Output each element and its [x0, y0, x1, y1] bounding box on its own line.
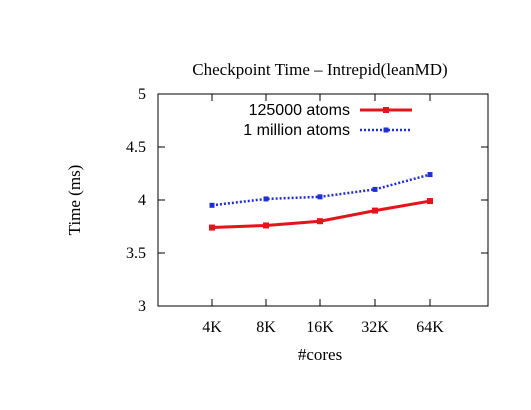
legend: 125000 atoms 1 million atoms [243, 102, 412, 139]
x-tick-label: 4K [202, 319, 222, 336]
legend-marker-1-million-atoms [383, 127, 389, 133]
series-line-1-million-atoms [211, 173, 431, 207]
legend-label-1-million-atoms: 1 million atoms [243, 122, 350, 139]
data-point-1-million-atoms [427, 172, 433, 178]
data-point-1-million-atoms [317, 194, 323, 200]
y-tick-label: 4.5 [126, 139, 146, 156]
legend-label-125000-atoms: 125000 atoms [249, 102, 350, 119]
y-tick-label: 3 [138, 298, 146, 315]
chart-title: Checkpoint Time – Intrepid(leanMD) [192, 60, 447, 79]
x-tick-label: 32K [361, 319, 389, 336]
y-axis: 3 3.5 4 4.5 5 [126, 86, 488, 315]
data-point-1-million-atoms [209, 202, 215, 208]
x-tick-label: 8K [256, 319, 276, 336]
y-tick-label: 5 [138, 86, 146, 103]
y-axis-label: Time (ms) [65, 165, 84, 236]
data-point-125000-atoms [263, 222, 269, 229]
legend-marker-125000-atoms [383, 107, 389, 113]
data-point-125000-atoms [427, 198, 433, 205]
x-axis: 4K 8K 16K 32K 64K [202, 94, 444, 336]
data-point-125000-atoms [317, 218, 323, 225]
y-tick-label: 4 [138, 192, 146, 209]
x-tick-label: 16K [306, 319, 334, 336]
data-point-125000-atoms [372, 207, 378, 214]
data-point-1-million-atoms [372, 186, 378, 192]
y-tick-label: 3.5 [126, 245, 146, 262]
series-layer [209, 172, 433, 231]
data-point-1-million-atoms [263, 196, 269, 202]
x-tick-label: 64K [416, 319, 444, 336]
x-axis-label: #cores [298, 345, 342, 364]
data-point-125000-atoms [209, 224, 215, 231]
